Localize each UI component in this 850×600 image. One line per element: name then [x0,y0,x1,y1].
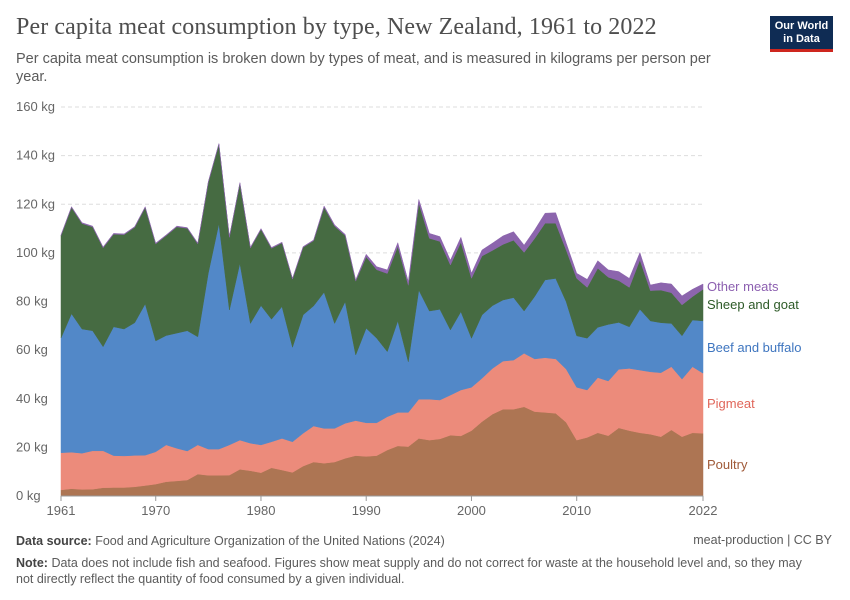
legend-label-pigmeat: Pigmeat [707,396,755,411]
legend-label-beef-and-buffalo: Beef and buffalo [707,340,801,355]
y-tick-label: 80 kg [16,294,48,309]
x-tick-label: 1980 [247,503,276,518]
owid-logo[interactable]: Our World in Data [770,16,833,52]
y-tick-label: 140 kg [16,148,55,163]
y-tick-label: 20 kg [16,439,48,454]
source-text[interactable]: Food and Agriculture Organization of the… [95,534,445,548]
x-tick-label: 2000 [457,503,486,518]
y-tick-label: 120 kg [16,196,55,211]
note-label: Note: [16,556,48,570]
license[interactable]: meat-production | CC BY [693,533,832,547]
x-tick-label: 2010 [562,503,591,518]
chart-subtitle: Per capita meat consumption is broken do… [16,51,711,85]
area-other-meats [60,143,704,306]
legend-label-poultry: Poultry [707,457,748,472]
note-text: Data does not include fish and seafood. … [16,556,802,586]
y-tick-label: 40 kg [16,391,48,406]
legend-label-sheep-and-goat: Sheep and goat [707,297,799,312]
y-tick-label: 60 kg [16,342,48,357]
x-tick-label: 1961 [47,503,76,518]
y-tick-label: 160 kg [16,99,55,114]
source-label: Data source: [16,534,92,548]
y-tick-label: 0 kg [16,488,41,503]
legend-label-other-meats: Other meats [707,279,779,294]
y-tick-label: 100 kg [16,245,55,260]
x-tick-label: 1970 [141,503,170,518]
note: Note: Data does not include fish and sea… [16,555,806,587]
data-source: Data source: Food and Agriculture Organi… [16,533,445,549]
x-tick-label: 2022 [689,503,718,518]
chart-title: Per capita meat consumption by type, New… [16,14,657,40]
x-tick-label: 1990 [352,503,381,518]
